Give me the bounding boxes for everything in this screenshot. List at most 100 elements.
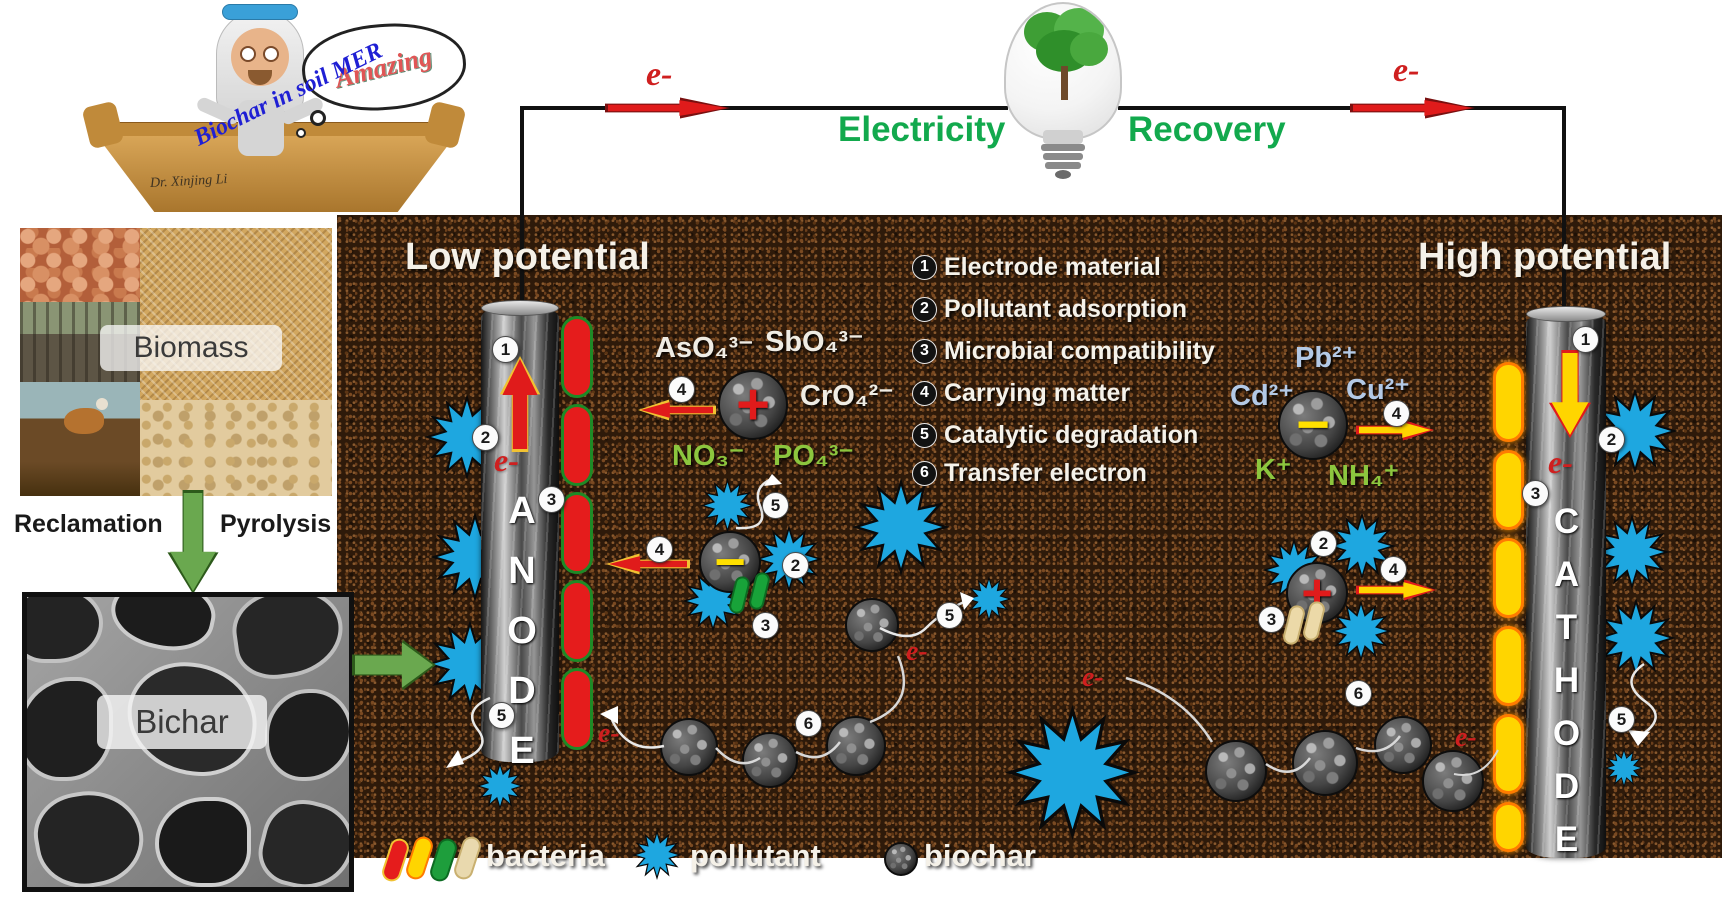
legend-biochar-icon [884,842,918,876]
legend-label-2: Pollutant adsorption [944,294,1188,323]
electron-path [446,696,491,768]
pollutant-star [1005,705,1140,840]
sem-pore [227,597,349,685]
legend-num-6: 6 [912,460,937,486]
electron-label-top-right: e- [1393,52,1420,89]
carry-arrow-right-1 [1356,418,1434,442]
boat-stern [423,100,467,150]
cartoon-character [190,0,330,165]
legend-item-2: 2 Pollutant adsorption [912,292,1187,326]
biomass-label-box: Biomass [100,325,282,371]
cathode-bacteria-capsule [1493,362,1524,442]
electron-path [1355,735,1402,753]
torso [238,100,284,156]
anion-po4: PO₄³⁻ [773,440,854,472]
legend-item-3: 3 Microbial compatibility [912,334,1215,368]
biochar-label: Bichar [135,703,229,740]
marker-electrode-material: 1 [1572,326,1599,353]
legend-bacteria-label: bacteria [486,838,605,873]
marker-carrying-matter: 4 [1383,400,1410,427]
legend-biochar-label: biochar [924,838,1036,873]
cathode-bacteria-capsule [1493,626,1524,706]
carry-arrow-left-1 [638,398,716,422]
biomass-collage [20,228,332,496]
marker-microbial-compatibility: 3 [1258,606,1285,633]
marker-microbial-compatibility: 3 [752,612,779,639]
marker-catalytic-degradation: 5 [1608,706,1635,733]
marker-catalytic-degradation: 5 [762,492,789,519]
legend-item-4: 4 Carrying matter [912,376,1130,410]
eye-right [263,46,279,62]
anion-aso4: AsO₄³⁻ [655,332,754,364]
biochar-sphere [826,716,886,776]
marker-catalytic-degradation: 5 [488,702,515,729]
biochar-sphere [845,598,899,652]
biochar-sphere [660,718,718,776]
anion-no3: NO₃⁻ [672,440,745,472]
marker-catalytic-degradation: 5 [936,602,963,629]
cation-k: K⁺ [1255,454,1292,486]
biochar-sem-image: Bichar [22,592,354,892]
anode-bacteria-capsule [561,316,593,398]
electron-flow-arrow-left [605,96,730,120]
cathode-electron-label: e- [1548,444,1573,480]
bulb-thread [1043,153,1083,160]
marker-carrying-matter: 4 [646,536,673,563]
legend-pollutant-label: pollutant [690,838,821,873]
boat-bow [81,100,125,150]
cathode-left-electron-label: e- [1455,722,1477,753]
tree-trunk [1061,66,1068,100]
legend-label-3: Microbial compatibility [944,336,1215,365]
cation-nh4: NH₄⁺ [1328,460,1400,492]
marker-microbial-compatibility: 3 [538,486,565,513]
pyrolysis-down-arrow [164,490,222,594]
wire-cathode-vertical [1562,106,1566,316]
cathode-bacteria-capsule [1493,802,1524,852]
biomass-label: Biomass [133,331,249,364]
bulb-neck [1043,130,1083,144]
marker-pollutant-adsorption: 2 [782,552,809,579]
pollutant-star [700,478,755,533]
legend-label-4: Carrying matter [944,378,1131,407]
marker-electrode-material: 1 [492,336,519,363]
electron-path [795,741,841,759]
legend-label-1: Electrode material [944,252,1161,281]
cathode-bacteria-capsule [1493,714,1524,794]
legend-label-6: Transfer electron [944,458,1147,487]
anion-cro4: CrO₄²⁻ [800,380,894,412]
legend-item-5: 5 Catalytic degradation [912,418,1198,452]
sem-pore [27,597,103,663]
legend-num-2: 2 [912,296,937,322]
marker-carrying-matter: 4 [668,376,695,403]
chain-electron-label: e- [1082,662,1104,693]
sem-pore [155,797,251,887]
tree-canopy [1070,32,1108,66]
electricity-label: Electricity [838,110,1006,149]
electron-path [1125,676,1214,743]
wood-shavings-photo [140,400,332,496]
anode-word: ANODE [501,490,543,790]
sem-pore [251,791,349,887]
anode-rod-top [481,300,559,316]
marker-pollutant-adsorption: 2 [1598,426,1625,453]
wire-top-right [1118,106,1566,110]
chain-electron-label: e- [906,636,928,667]
recovery-label: Recovery [1128,110,1286,149]
biochar-sphere-negative: − [699,531,761,593]
cation-pb: Pb²⁺ [1295,342,1358,374]
cathode-bacteria-capsule [1493,450,1524,530]
biochar-to-soil-arrow [352,636,436,694]
anode-electron-up-arrow [497,356,543,452]
chicken-photo [20,382,140,496]
pollutant-star [1594,514,1670,590]
legend-num-5: 5 [912,422,937,448]
sem-pore [27,782,151,887]
low-potential-title: Low potential [405,236,650,278]
marker-pollutant-adsorption: 2 [472,424,499,451]
anode-bacteria-capsule [561,580,593,662]
legend-num-3: 3 [912,338,937,364]
beard [248,70,272,85]
electron-path [869,655,906,724]
bulb-glass [1004,2,1122,140]
legend-pollutant-icon [632,830,682,880]
